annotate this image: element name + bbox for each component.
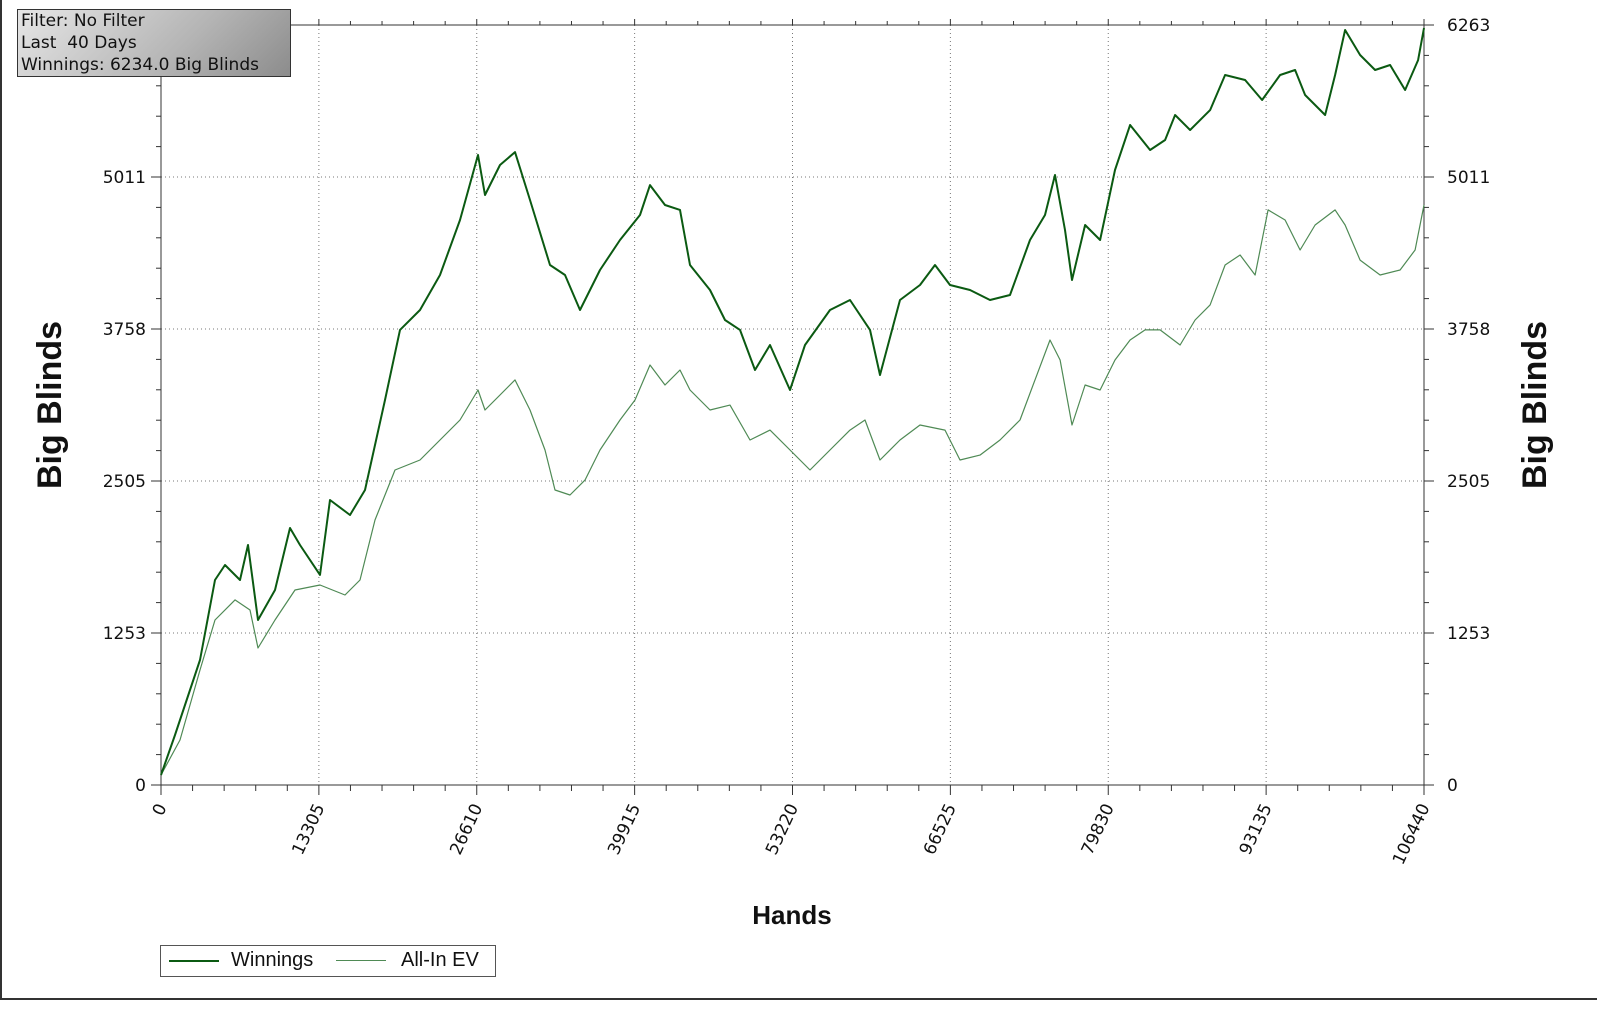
y-tick-label: 1253: [103, 624, 146, 644]
x-tick-label: 13305: [288, 801, 329, 858]
y-tick-label-right: 3758: [1447, 320, 1490, 340]
x-tick-label: 26610: [446, 801, 487, 858]
y-tick-label-right: 5011: [1447, 168, 1490, 188]
y-tick-label: 0: [135, 776, 146, 796]
legend-label-allin-ev: All-In EV: [401, 949, 479, 971]
chart-frame: [0, 0, 1597, 1000]
y-axis-label-right: Big Blinds: [1516, 321, 1554, 489]
legend-swatch-allin-ev: [336, 960, 386, 961]
filter-text: Filter: No Filter: [21, 11, 145, 31]
x-tick-label: 39915: [604, 801, 645, 858]
x-tick-label: 53220: [762, 801, 803, 858]
winnings-line: [160, 27, 1425, 776]
y-axis-label: Big Blinds: [31, 321, 69, 489]
y-tick-label-right: 0: [1447, 776, 1458, 796]
info-box: Filter: No Filter Last 40 Days Winnings:…: [17, 9, 291, 77]
y-tick-label-right: 1253: [1447, 624, 1490, 644]
x-axis-label: Hands: [752, 900, 831, 930]
allin-ev-line: [160, 204, 1425, 776]
period-text: Last 40 Days: [21, 33, 137, 53]
x-tick-label: 79830: [1078, 801, 1119, 858]
x-tick-label: 106440: [1389, 801, 1435, 868]
y-tick-label-right: 2505: [1447, 472, 1490, 492]
winnings-text: Winnings: 6234.0 Big Blinds: [21, 55, 259, 75]
y-tick-label-right: 6263: [1447, 16, 1490, 36]
x-tick-label: 93135: [1236, 801, 1277, 858]
x-tick-label: 66525: [920, 801, 961, 858]
legend-swatch-winnings: [169, 960, 219, 962]
y-tick-label: 3758: [103, 320, 146, 340]
y-tick-label: 5011: [103, 168, 146, 188]
x-tick-label: 0: [149, 801, 172, 819]
legend-label-winnings: Winnings: [231, 949, 314, 971]
y-tick-label: 2505: [103, 472, 146, 492]
legend: Winnings All-In EV: [160, 945, 496, 977]
